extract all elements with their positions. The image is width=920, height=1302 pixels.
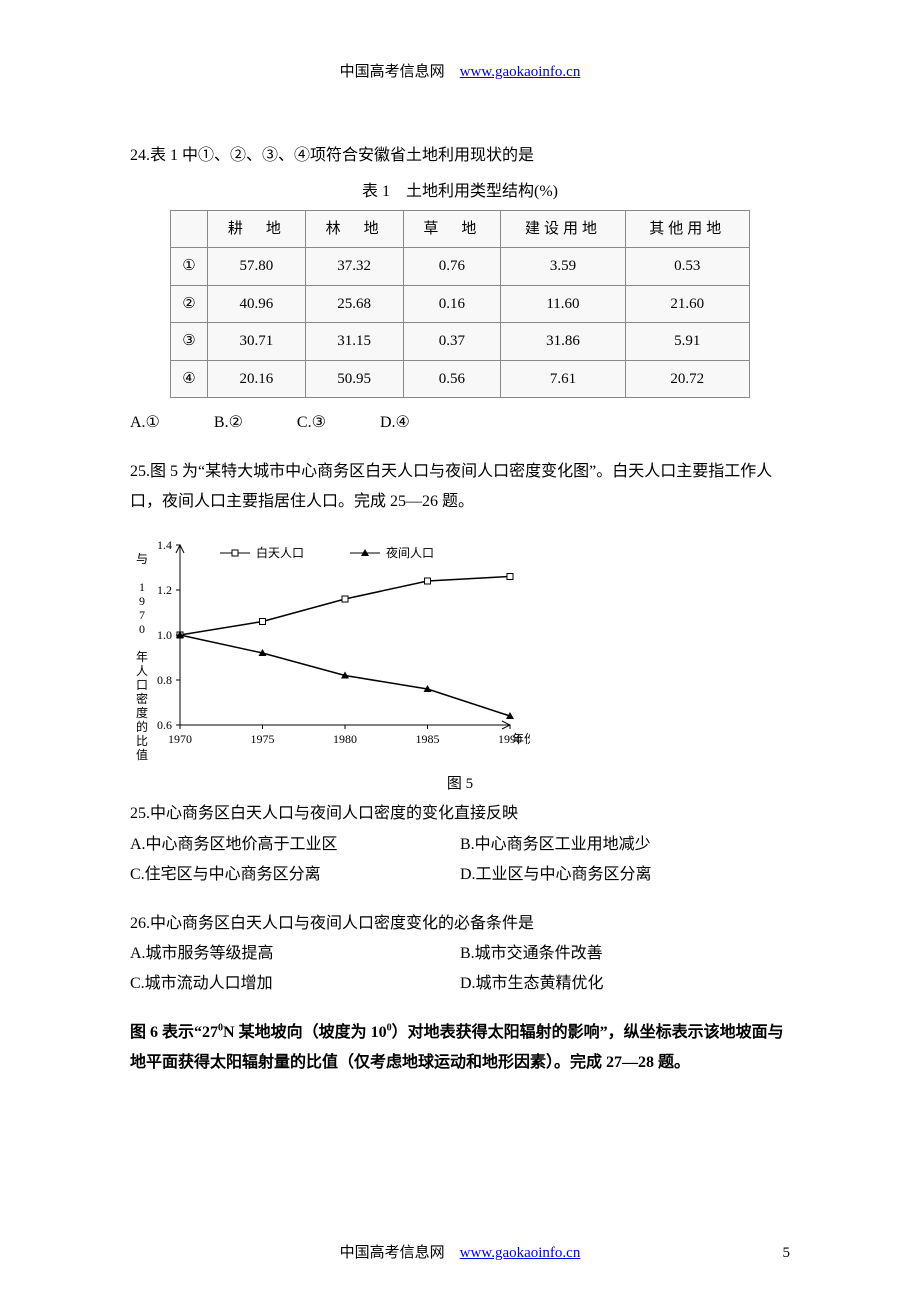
svg-text:0.6: 0.6 — [157, 718, 172, 732]
svg-text:人: 人 — [136, 664, 148, 678]
svg-text:0.8: 0.8 — [157, 673, 172, 687]
header-link[interactable]: www.gaokaoinfo.cn — [460, 64, 581, 80]
table1-cell: 37.32 — [305, 248, 403, 286]
svg-text:夜间人口: 夜间人口 — [386, 545, 434, 560]
figure-5: 0.60.81.01.21.419701975198019851990年份与 1… — [130, 535, 790, 793]
q24-opt-a: A.① — [130, 408, 160, 438]
page-header: 中国高考信息网 www.gaokaoinfo.cn — [130, 60, 790, 81]
figure-5-caption: 图 5 — [130, 772, 790, 793]
table1-header-cell: 耕 地 — [207, 210, 305, 248]
table-row: ③30.7131.150.3731.865.91 — [171, 323, 750, 361]
q27-mid1: N 某地坡向（坡度为 10 — [223, 1024, 387, 1041]
svg-text:度: 度 — [136, 705, 148, 720]
table1-cell: 11.60 — [501, 285, 625, 323]
q26-text: 26.中心商务区白天人口与夜间人口密度变化的必备条件是 — [130, 909, 790, 939]
svg-text:1975: 1975 — [251, 732, 275, 746]
table1-cell: 31.86 — [501, 323, 625, 361]
svg-text:比: 比 — [136, 734, 148, 748]
svg-text:1980: 1980 — [333, 732, 357, 746]
svg-text:1.2: 1.2 — [157, 583, 172, 597]
chart-svg: 0.60.81.01.21.419701975198019851990年份与 1… — [130, 535, 530, 765]
svg-text:与: 与 — [136, 552, 148, 566]
svg-text:年份: 年份 — [512, 732, 530, 746]
table1-cell: ① — [171, 248, 208, 286]
svg-text:1985: 1985 — [416, 732, 440, 746]
table1-cell: 0.76 — [403, 248, 501, 286]
q24-opt-c: C.③ — [297, 408, 326, 438]
table1-cell: ② — [171, 285, 208, 323]
question-27-intro: 图 6 表示“270N 某地坡向（坡度为 100）对地表获得太阳辐射的影响”，纵… — [130, 1018, 790, 1079]
page-number: 5 — [783, 1245, 791, 1262]
q27-pre: 图 6 表示“27 — [130, 1024, 218, 1041]
table1-cell: 0.53 — [625, 248, 749, 286]
table1-header-cell: 其他用地 — [625, 210, 749, 248]
svg-text:口: 口 — [136, 678, 148, 692]
svg-text:1: 1 — [139, 580, 145, 594]
table1-header-cell: 建设用地 — [501, 210, 625, 248]
table1-cell: 0.37 — [403, 323, 501, 361]
table1-cell: 0.56 — [403, 360, 501, 398]
svg-text:0: 0 — [139, 622, 145, 636]
svg-text:白天人口: 白天人口 — [256, 545, 304, 560]
table1-cell: 3.59 — [501, 248, 625, 286]
q26-opt-d: D.城市生态黄精优化 — [460, 969, 790, 999]
q26-opt-a: A.城市服务等级提高 — [130, 939, 460, 969]
table-row: ④20.1650.950.567.6120.72 — [171, 360, 750, 398]
svg-text:1.0: 1.0 — [157, 628, 172, 642]
footer-site-name: 中国高考信息网 — [340, 1245, 445, 1261]
table1: 耕 地林 地草 地建设用地其他用地 ①57.8037.320.763.590.5… — [170, 210, 750, 399]
svg-text:9: 9 — [139, 594, 145, 608]
table1-cell: ③ — [171, 323, 208, 361]
q26-opt-c: C.城市流动人口增加 — [130, 969, 460, 999]
table-row: ①57.8037.320.763.590.53 — [171, 248, 750, 286]
question-24: 24.表 1 中①、②、③、④项符合安徽省土地利用现状的是 表 1 土地利用类型… — [130, 141, 790, 439]
table1-header-cell — [171, 210, 208, 248]
q25-opt-a: A.中心商务区地价高于工业区 — [130, 830, 460, 860]
table1-header-cell: 草 地 — [403, 210, 501, 248]
q24-opt-d: D.④ — [380, 408, 410, 438]
table1-cell: 20.16 — [207, 360, 305, 398]
table1-cell: 31.15 — [305, 323, 403, 361]
table1-cell: 50.95 — [305, 360, 403, 398]
table1-cell: 20.72 — [625, 360, 749, 398]
q26-opt-b: B.城市交通条件改善 — [460, 939, 790, 969]
table1-cell: 25.68 — [305, 285, 403, 323]
svg-text:1970: 1970 — [168, 732, 192, 746]
table1-cell: 40.96 — [207, 285, 305, 323]
header-site-name: 中国高考信息网 — [340, 64, 445, 80]
svg-text:的: 的 — [136, 719, 148, 734]
question-26: 26.中心商务区白天人口与夜间人口密度变化的必备条件是 A.城市服务等级提高 B… — [130, 909, 790, 1000]
table1-cell: 7.61 — [501, 360, 625, 398]
table-row: ②40.9625.680.1611.6021.60 — [171, 285, 750, 323]
svg-text:值: 值 — [136, 747, 148, 762]
svg-text:年: 年 — [136, 650, 148, 664]
footer-link[interactable]: www.gaokaoinfo.cn — [460, 1245, 581, 1261]
table1-cell: ④ — [171, 360, 208, 398]
q24-opt-b: B.② — [214, 408, 243, 438]
svg-text:1.4: 1.4 — [157, 538, 172, 552]
q25-text: 25.中心商务区白天人口与夜间人口密度的变化直接反映 — [130, 799, 790, 829]
table1-cell: 57.80 — [207, 248, 305, 286]
q24-text: 24.表 1 中①、②、③、④项符合安徽省土地利用现状的是 — [130, 141, 790, 171]
q25-opt-b: B.中心商务区工业用地减少 — [460, 830, 790, 860]
q25-opt-d: D.工业区与中心商务区分离 — [460, 860, 790, 890]
q24-options: A.① B.② C.③ D.④ — [130, 408, 790, 438]
table1-caption: 表 1 土地利用类型结构(%) — [130, 177, 790, 207]
question-25-intro: 25.图 5 为“某特大城市中心商务区白天人口与夜间人口密度变化图”。白天人口主… — [130, 457, 790, 518]
svg-text:密: 密 — [136, 691, 148, 706]
page: 中国高考信息网 www.gaokaoinfo.cn 24.表 1 中①、②、③、… — [0, 0, 920, 1302]
table1-cell: 21.60 — [625, 285, 749, 323]
table1-cell: 0.16 — [403, 285, 501, 323]
svg-text:7: 7 — [139, 608, 145, 622]
table1-cell: 30.71 — [207, 323, 305, 361]
q25-opt-c: C.住宅区与中心商务区分离 — [130, 860, 460, 890]
table1-header-cell: 林 地 — [305, 210, 403, 248]
table1-cell: 5.91 — [625, 323, 749, 361]
question-25: 25.中心商务区白天人口与夜间人口密度的变化直接反映 A.中心商务区地价高于工业… — [130, 799, 790, 890]
